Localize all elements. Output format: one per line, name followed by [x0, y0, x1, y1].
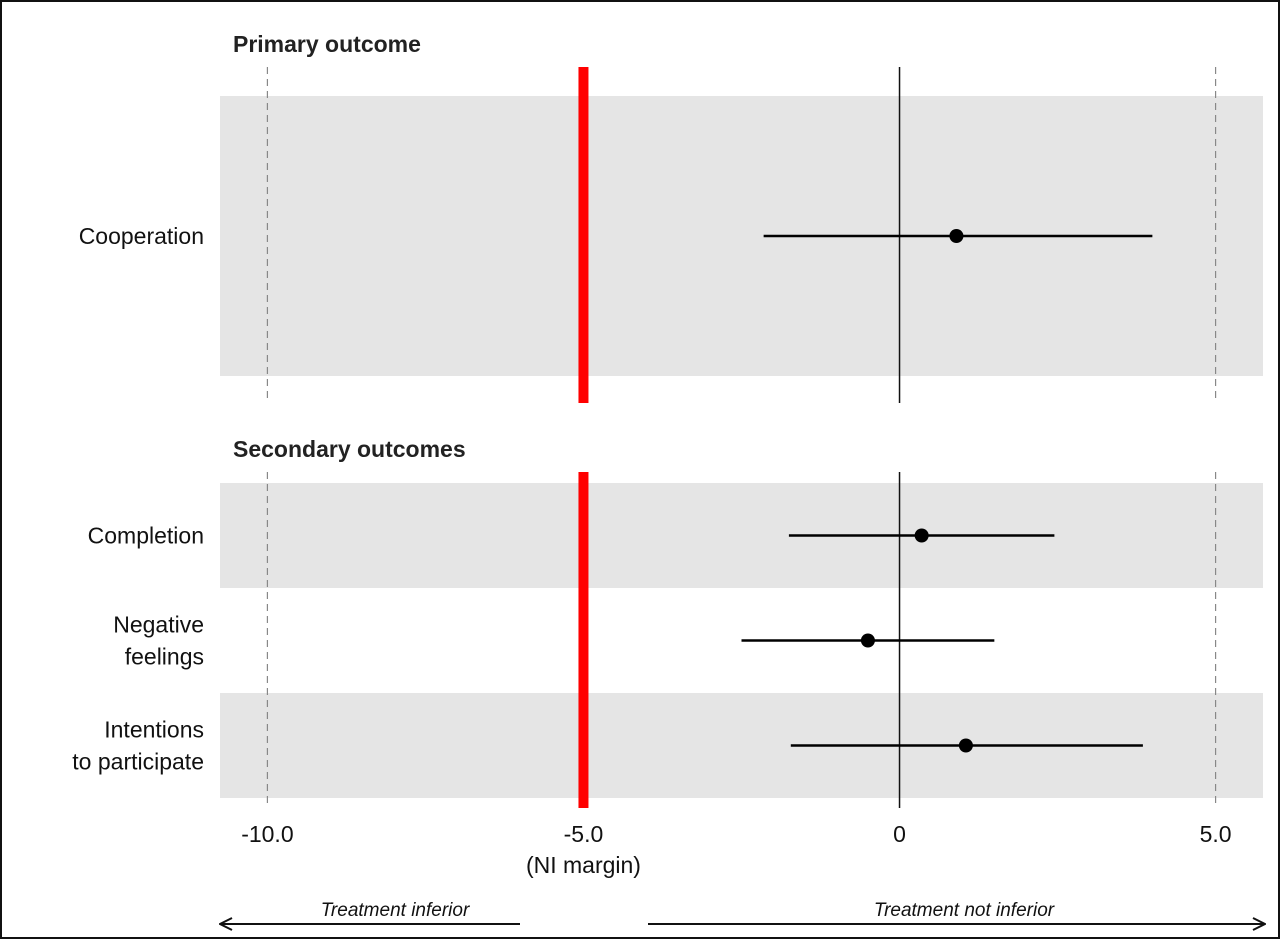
- row-label: Completion: [88, 523, 204, 549]
- direction-label-right: Treatment not inferior: [874, 900, 1055, 921]
- x-tick-label: -5.0: [564, 821, 604, 847]
- direction-label-left: Treatment inferior: [321, 900, 470, 921]
- x-tick-label: 0: [893, 821, 906, 847]
- chart-labels: Primary outcome Cooperation Secondary outc…: [72, 31, 1231, 878]
- direction-arrows: Treatment inferior Treatment not inferio…: [220, 900, 1265, 924]
- x-tick-label: 5.0: [1200, 821, 1232, 847]
- panel-title: Secondary outcomes: [233, 436, 466, 462]
- panel-title: Primary outcome: [233, 31, 421, 57]
- row-label: to participate: [72, 749, 204, 775]
- row-label: Negative: [113, 612, 204, 638]
- point-estimate: [958, 738, 973, 753]
- point-estimate: [860, 633, 875, 648]
- point-estimate: [949, 229, 964, 243]
- x-tick-sublabel: (NI margin): [526, 852, 641, 878]
- point-estimate: [914, 528, 929, 543]
- row-label: Cooperation: [79, 223, 204, 249]
- row-label: feelings: [125, 644, 204, 670]
- estimate-marks: [741, 229, 1153, 753]
- row-band: [220, 483, 1263, 588]
- reference-lines: [266, 67, 1217, 808]
- x-tick-label: -10.0: [241, 821, 293, 847]
- row-label: Intentions: [104, 717, 204, 743]
